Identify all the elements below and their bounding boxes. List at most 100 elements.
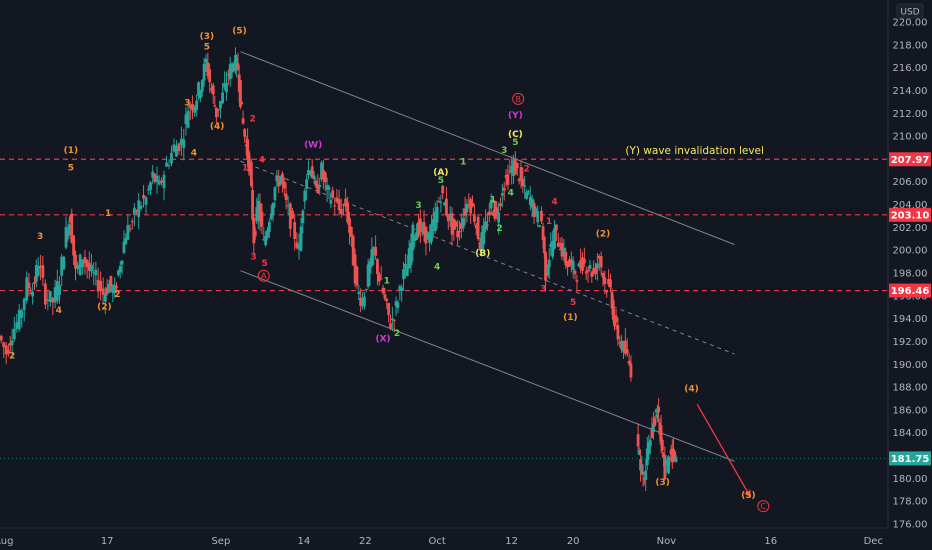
candle-body <box>128 228 132 230</box>
candle-body <box>246 139 250 159</box>
candle-body <box>48 291 52 302</box>
candle-body <box>641 471 645 475</box>
candle-body <box>409 243 413 265</box>
y-tick-label: 218.00 <box>893 40 928 51</box>
candle-body <box>553 228 556 249</box>
candle-body <box>385 298 389 302</box>
candle-body <box>472 214 476 222</box>
candle-body <box>266 230 269 238</box>
candle-body <box>126 225 130 240</box>
candle-body <box>461 218 465 229</box>
candle-body <box>78 254 82 276</box>
candle-body <box>562 247 566 256</box>
candle-body <box>139 205 143 209</box>
x-tick-label: Nov <box>657 536 677 547</box>
candle-body <box>198 91 202 99</box>
candle-body <box>236 63 240 70</box>
wave-label: (1) <box>563 313 578 323</box>
candle-body <box>616 325 620 340</box>
channel-line <box>240 160 735 355</box>
candle-body <box>636 434 640 447</box>
candle-body <box>467 204 471 206</box>
candle-body <box>305 179 309 189</box>
candle-body <box>605 290 609 293</box>
candle-body <box>359 297 363 306</box>
candle-body <box>333 205 337 207</box>
wave-label: (C) <box>508 130 523 140</box>
candle-body <box>458 230 461 233</box>
candle-body <box>448 216 452 221</box>
candle-body <box>594 267 597 275</box>
candle-body <box>182 139 186 148</box>
candle-body <box>445 198 448 215</box>
candle-body <box>20 310 24 318</box>
candle-body <box>353 254 357 284</box>
candle-body <box>627 360 631 364</box>
candle-body <box>491 212 495 216</box>
candle-body <box>146 189 150 191</box>
candle-body <box>502 187 506 191</box>
candle-body <box>614 315 618 323</box>
candle-body <box>566 261 569 268</box>
candle-body <box>590 272 594 277</box>
candle-body <box>355 266 359 286</box>
candle-body <box>644 470 648 480</box>
candle-body <box>581 257 584 271</box>
candle-body <box>202 63 206 81</box>
candle-body <box>368 261 372 274</box>
wave-label: 3 <box>415 201 421 211</box>
candle-body <box>357 291 361 294</box>
candle-body <box>38 265 42 269</box>
candle-body <box>499 203 502 207</box>
candle-body <box>625 349 629 354</box>
price-level-tag <box>889 152 931 167</box>
wave-label: 1 <box>105 209 111 219</box>
candle-body <box>573 270 577 274</box>
candle-body <box>387 303 391 315</box>
candle-body <box>223 83 227 88</box>
candle-body <box>10 340 14 346</box>
candle-body <box>312 175 316 180</box>
candle-body <box>27 282 31 289</box>
y-tick-label: 188.00 <box>893 383 928 394</box>
candle-body <box>208 69 212 83</box>
candle-body <box>271 203 275 215</box>
candle-body <box>471 202 474 207</box>
candle-body <box>610 291 614 309</box>
wave-label: 5 <box>570 298 576 308</box>
candle-body <box>101 288 105 295</box>
candle-body <box>331 190 335 198</box>
candle-body <box>314 180 318 187</box>
candle-body <box>640 464 644 475</box>
candle-body <box>235 57 239 69</box>
wave-label: (5) <box>232 26 247 36</box>
wave-label: 4 <box>434 263 440 273</box>
candle-body <box>310 166 314 179</box>
price-level-tag-label: 203.10 <box>891 210 930 221</box>
candle-body <box>167 165 171 167</box>
x-tick-label: Sep <box>211 536 230 547</box>
candle-body <box>31 291 35 297</box>
candle-body <box>67 224 71 236</box>
candle-body <box>370 249 374 266</box>
candle-body <box>307 170 310 176</box>
candle-body <box>506 174 510 185</box>
candle-body <box>647 441 651 454</box>
candle-body <box>366 264 370 287</box>
candle-body <box>361 300 364 303</box>
wave-label: 4 <box>56 306 62 316</box>
candle-body <box>523 185 527 187</box>
last-price-tag-label: 181.75 <box>891 454 930 465</box>
candle-body <box>536 211 540 223</box>
candle-body <box>107 283 111 293</box>
candle-body <box>613 315 616 327</box>
candle-body <box>439 202 443 204</box>
candle-body <box>214 107 218 118</box>
candle-body <box>424 226 428 244</box>
candle-body <box>645 448 649 466</box>
wave-label: (B) <box>475 249 490 259</box>
wave-label: 1 <box>242 163 248 173</box>
candle-body <box>342 204 345 206</box>
